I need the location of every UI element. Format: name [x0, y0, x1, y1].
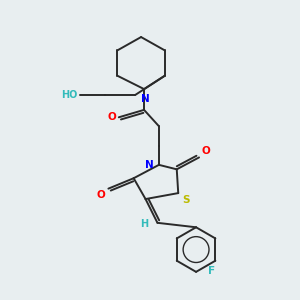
Text: O: O — [201, 146, 210, 156]
Text: O: O — [107, 112, 116, 122]
Text: O: O — [97, 190, 105, 200]
Text: N: N — [145, 160, 154, 170]
Text: F: F — [208, 266, 215, 276]
Text: N: N — [141, 94, 150, 104]
Text: H: H — [140, 219, 148, 229]
Text: S: S — [182, 196, 189, 206]
Text: HO: HO — [61, 90, 78, 100]
